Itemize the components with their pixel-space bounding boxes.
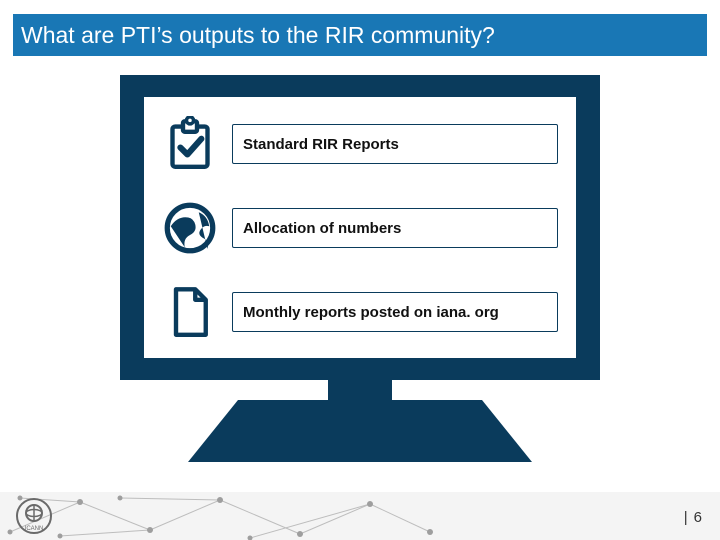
page-number: |6 — [684, 509, 702, 526]
output-label-container: Allocation of numbers — [232, 208, 558, 248]
monitor-stand-neck — [328, 380, 392, 402]
slide: What are PTI’s outputs to the RIR commun… — [0, 0, 720, 540]
footer: ICANN |6 — [0, 492, 720, 540]
output-label: Standard RIR Reports — [243, 136, 399, 153]
title-bar: What are PTI’s outputs to the RIR commun… — [13, 14, 707, 56]
monitor-stand-base — [188, 400, 532, 462]
clipboard-check-icon — [162, 116, 218, 172]
output-row: Allocation of numbers — [162, 195, 558, 261]
output-row: Standard RIR Reports — [162, 111, 558, 177]
globe-icon — [162, 200, 218, 256]
monitor-graphic: Standard RIR Reports Allocation of numbe… — [120, 75, 600, 380]
output-label: Monthly reports posted on iana. org — [243, 304, 499, 321]
page-number-value: 6 — [694, 509, 702, 526]
icann-logo: ICANN — [16, 498, 52, 534]
page-number-prefix: | — [684, 509, 688, 526]
icann-logo-text: ICANN — [25, 526, 44, 532]
output-label-container: Standard RIR Reports — [232, 124, 558, 164]
output-label: Allocation of numbers — [243, 220, 401, 237]
network-pattern — [0, 492, 720, 540]
output-row: Monthly reports posted on iana. org — [162, 279, 558, 345]
slide-title: What are PTI’s outputs to the RIR commun… — [21, 22, 495, 49]
monitor-screen: Standard RIR Reports Allocation of numbe… — [144, 97, 576, 358]
document-icon — [162, 284, 218, 340]
output-label-container: Monthly reports posted on iana. org — [232, 292, 558, 332]
